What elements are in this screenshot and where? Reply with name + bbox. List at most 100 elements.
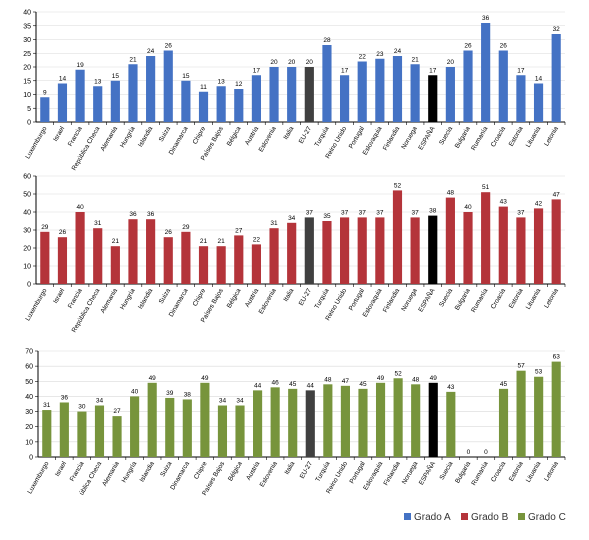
y-tick-label: 0 [29, 455, 33, 462]
data-label: 43 [500, 199, 508, 206]
x-tick-label: Suiza [158, 287, 172, 305]
x-tick-label: Luxemburgo [26, 460, 50, 495]
bar [481, 192, 491, 284]
bar [410, 64, 420, 122]
y-tick-label: 40 [25, 394, 33, 401]
bar [375, 217, 385, 284]
bar [392, 190, 403, 284]
x-tick-label: Estonia [508, 287, 525, 310]
data-label: 49 [201, 375, 209, 382]
y-tick-label: 0 [27, 120, 31, 127]
bar [181, 80, 191, 122]
y-tick-label: 40 [23, 210, 31, 217]
data-label: 26 [165, 43, 173, 50]
bar [287, 67, 297, 122]
x-tick-label: Bélgica [226, 287, 243, 309]
x-tick-label: Letonia [543, 125, 560, 147]
bar [217, 405, 228, 457]
data-label: 37 [306, 209, 314, 216]
y-tick-label: 30 [23, 37, 31, 44]
legend: Grado A Grado B Grado C [404, 512, 566, 523]
x-tick-label: Alemania [99, 287, 119, 314]
x-tick-label: Lituania [525, 125, 543, 149]
x-tick-label: Italia [282, 125, 295, 141]
x-tick-label: Noruega [401, 460, 420, 485]
legend-label: Grado A [414, 512, 451, 523]
x-tick-label: Hungría [121, 460, 139, 484]
bar [445, 197, 455, 284]
data-label: 36 [147, 211, 155, 218]
y-tick-label: 25 [23, 51, 31, 58]
data-label: 52 [394, 182, 402, 189]
data-label: 34 [236, 398, 244, 405]
bar [463, 212, 473, 284]
data-label: 22 [253, 236, 261, 243]
x-tick-label: Suecia [438, 287, 454, 308]
bar [463, 50, 473, 122]
bar [322, 221, 332, 284]
bar [357, 61, 367, 122]
x-tick-label: Lituania [525, 460, 543, 484]
legend-swatch [518, 513, 525, 520]
y-tick-label: 60 [23, 174, 31, 181]
x-tick-label: Islandia [137, 287, 154, 310]
data-label: 26 [464, 43, 472, 50]
data-label: 20 [270, 59, 278, 66]
data-label: 21 [129, 56, 137, 63]
bar [93, 86, 103, 122]
data-label: 31 [94, 220, 102, 227]
bar [57, 237, 68, 284]
bar [112, 416, 122, 457]
legend-swatch [461, 513, 468, 520]
x-tick-label: Turquía [314, 125, 331, 148]
data-label: 20 [288, 59, 296, 66]
bar [304, 217, 314, 284]
y-tick-label: 30 [25, 409, 33, 416]
x-tick-label: Islandia [137, 125, 154, 148]
bar [357, 217, 367, 284]
x-tick-label: Rumanía [470, 125, 489, 152]
bar [198, 246, 209, 284]
data-label: 31 [43, 402, 51, 409]
x-tick-label: Letonia [543, 287, 560, 309]
data-label: 26 [59, 229, 67, 236]
bar [340, 385, 350, 457]
data-label: 26 [165, 229, 173, 236]
data-label: 48 [447, 190, 455, 197]
bar [288, 388, 298, 457]
bar [128, 219, 138, 284]
data-label: 45 [359, 381, 367, 388]
x-tick-label: Portugal [349, 460, 367, 485]
x-tick-label: Austria [244, 125, 260, 146]
y-tick-label: 10 [23, 92, 31, 99]
x-tick-label: Portugal [348, 125, 366, 150]
data-label: 45 [500, 381, 508, 388]
bar [216, 246, 226, 284]
legend-label: Grado B [471, 512, 509, 523]
bar [110, 246, 120, 284]
bar [182, 399, 192, 457]
y-tick-label: 30 [23, 228, 31, 235]
x-tick-label: Hungría [119, 287, 137, 311]
bar [481, 23, 491, 122]
x-tick-label: Turquía [314, 460, 331, 483]
x-tick-label: EU-27 [298, 287, 313, 307]
data-label: 22 [359, 54, 367, 61]
x-tick-label: Austria [245, 460, 261, 481]
x-tick-label: Estonia [508, 125, 525, 148]
x-tick-label: Israel [54, 460, 68, 478]
bar [534, 376, 544, 457]
bar [392, 56, 403, 122]
data-label: 52 [394, 370, 402, 377]
data-label: 39 [166, 390, 174, 397]
data-label: 45 [289, 381, 297, 388]
bar [77, 411, 87, 457]
data-label: 29 [41, 224, 49, 231]
x-tick-label: Austria [244, 287, 260, 308]
x-tick-label: Estonia [508, 460, 525, 483]
bar [358, 388, 368, 457]
bar [128, 64, 138, 122]
data-label: 29 [182, 224, 190, 231]
x-tick-label: Luxemburgo [24, 125, 48, 160]
data-label: 37 [376, 209, 384, 216]
